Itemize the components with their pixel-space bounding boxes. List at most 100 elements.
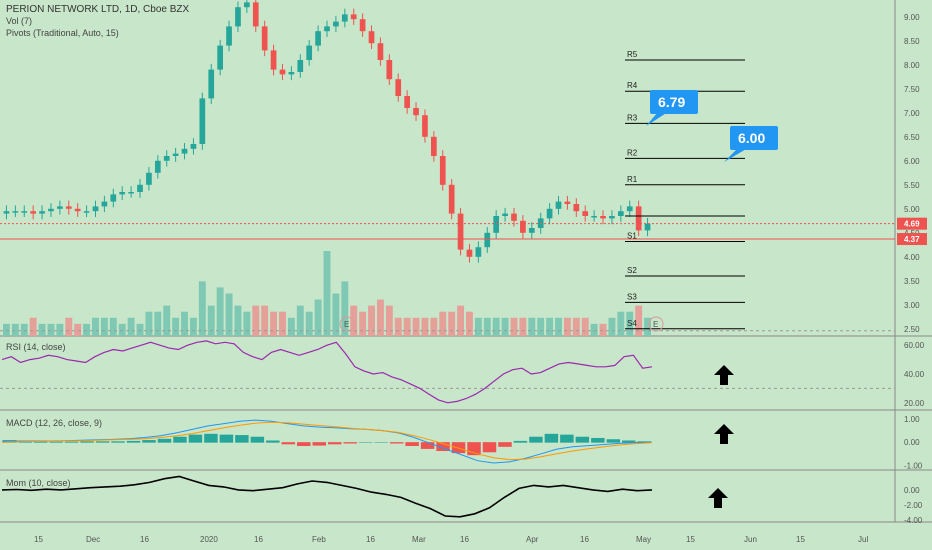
x-tick-label: Mar <box>412 535 426 544</box>
candle <box>12 211 19 213</box>
volume-bar <box>305 311 313 336</box>
second-price-tag <box>897 233 927 246</box>
candle <box>564 201 571 204</box>
volume-bar <box>279 311 286 336</box>
volume-bar <box>65 317 73 336</box>
volume-bar <box>270 311 278 336</box>
volume-bar <box>234 305 242 336</box>
candle <box>163 156 170 161</box>
macd-histogram-bar <box>451 442 466 454</box>
macd-histogram-bar <box>95 441 110 443</box>
macd-histogram-bar <box>219 434 234 443</box>
volume-bar <box>430 317 438 336</box>
candle <box>65 206 72 209</box>
candle <box>217 45 223 70</box>
volume-bar <box>56 323 64 336</box>
macd-histogram-bar <box>188 434 203 443</box>
macd-histogram-bar <box>328 442 342 445</box>
price-tick-label: 5.50 <box>904 181 920 190</box>
candle <box>39 211 45 214</box>
macd-histogram-bar <box>49 441 63 443</box>
volume-bar <box>252 305 260 336</box>
candle <box>466 249 473 257</box>
candle <box>315 31 321 46</box>
candle <box>21 211 28 213</box>
volume-bar <box>376 299 384 336</box>
candle <box>395 79 402 96</box>
macd-histogram-bar <box>235 435 249 443</box>
rsi-tick-label: 60.00 <box>904 341 925 350</box>
macd-histogram-bar <box>575 436 590 443</box>
candle <box>635 206 642 231</box>
price-tick-label: 8.00 <box>904 61 920 70</box>
macd-histogram-bar <box>560 434 574 443</box>
price-tick-label: 2.50 <box>904 325 920 334</box>
macd-histogram-bar <box>312 442 326 446</box>
macd-histogram-bar <box>157 438 172 443</box>
candle <box>288 72 295 75</box>
candle <box>439 156 446 185</box>
price-tick-label: 6.00 <box>904 157 920 166</box>
macd-histogram-bar <box>33 441 48 443</box>
pivot-label: S2 <box>627 266 637 275</box>
last-price-tag <box>897 217 927 230</box>
x-tick-label: Apr <box>526 535 539 544</box>
volume-bar <box>403 317 411 336</box>
candle <box>457 213 464 250</box>
candle <box>404 96 410 108</box>
candle <box>359 19 366 32</box>
callout-label: 6.79 <box>658 94 685 110</box>
volume-bar <box>448 311 456 336</box>
candle <box>493 216 500 233</box>
candle <box>475 247 482 257</box>
volume-bar <box>47 323 55 336</box>
candle <box>226 26 232 46</box>
macd-histogram-bar <box>126 440 141 443</box>
macd-signal-line <box>1 421 653 461</box>
candle <box>600 216 606 219</box>
candle <box>190 144 197 149</box>
rsi-line <box>1 340 653 404</box>
macd-histogram-bar <box>64 441 79 443</box>
earnings-marker-label: E <box>653 320 658 329</box>
rsi-label: RSI (14, close) <box>6 342 66 352</box>
candle <box>101 201 108 207</box>
volume-bar <box>519 317 527 336</box>
macd-histogram-bar <box>591 437 605 443</box>
volume-bar <box>474 317 482 336</box>
candle <box>154 160 161 173</box>
volume-bar <box>483 317 491 336</box>
pivot-label: S1 <box>627 231 637 240</box>
macd-histogram-bar <box>358 442 373 443</box>
volume-bar <box>563 317 571 336</box>
volume-bar <box>394 317 402 336</box>
volume-bar <box>323 251 331 336</box>
earnings-marker-label: E <box>344 320 349 329</box>
x-tick-label: Feb <box>312 535 326 544</box>
volume-bar <box>136 323 144 336</box>
volume-bar <box>555 317 562 336</box>
volume-bar <box>145 311 153 336</box>
x-tick-label: Jun <box>744 535 757 544</box>
candle <box>386 60 393 80</box>
volume-bar <box>216 287 224 336</box>
volume-bar <box>501 317 509 336</box>
candle <box>368 31 375 44</box>
pivot-label: R5 <box>627 50 638 59</box>
volume-bar <box>572 317 580 336</box>
candle <box>244 2 250 8</box>
pivot-label: R1 <box>627 175 638 184</box>
volume-bar <box>412 317 420 336</box>
candle <box>181 148 188 154</box>
x-tick-label: 15 <box>34 535 43 544</box>
volume-bar <box>163 305 171 336</box>
volume-bar <box>510 317 518 336</box>
candle <box>528 228 535 233</box>
last-price-label: 4.69 <box>904 220 920 229</box>
volume-bar <box>287 317 295 336</box>
candle <box>617 211 624 216</box>
x-tick-label: 16 <box>254 535 263 544</box>
volume-bar <box>100 317 108 336</box>
